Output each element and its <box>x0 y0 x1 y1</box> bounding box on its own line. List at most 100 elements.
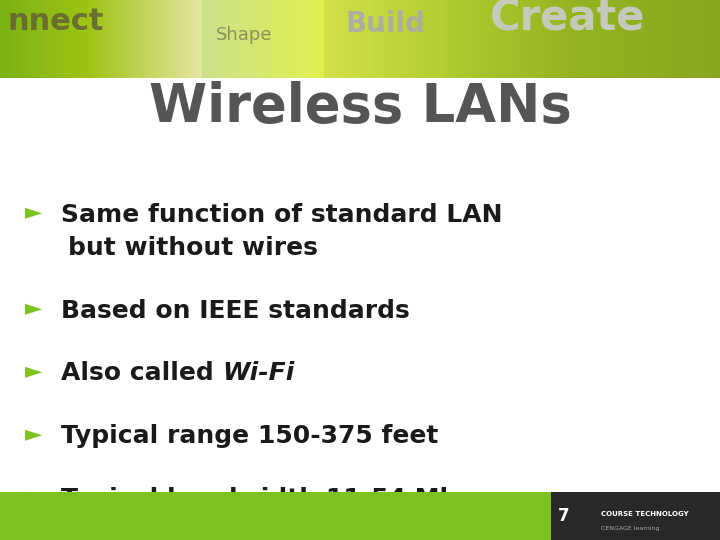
Bar <box>29 0 32 78</box>
Bar <box>513 0 517 78</box>
Bar <box>310 0 312 78</box>
Bar <box>538 0 541 78</box>
Bar <box>607 0 611 78</box>
Bar <box>31 0 35 78</box>
Bar <box>230 0 233 78</box>
Bar <box>266 0 269 78</box>
Bar <box>151 0 154 78</box>
Bar <box>492 0 495 78</box>
Bar <box>175 0 179 78</box>
Bar <box>657 0 661 78</box>
Bar <box>125 0 128 78</box>
Bar <box>679 0 683 78</box>
Bar <box>660 0 663 78</box>
Bar <box>427 0 431 78</box>
Bar <box>701 0 704 78</box>
Bar <box>552 0 555 78</box>
Bar <box>341 0 344 78</box>
Bar <box>99 0 102 78</box>
Bar <box>324 0 327 78</box>
Bar <box>2 0 6 78</box>
Bar <box>706 0 708 78</box>
Bar <box>509 0 512 78</box>
Bar <box>631 0 634 78</box>
Bar <box>446 0 449 78</box>
Bar <box>7 0 10 78</box>
Bar <box>27 0 30 78</box>
Bar <box>312 0 315 78</box>
Bar <box>559 0 562 78</box>
Bar <box>96 0 99 78</box>
Bar <box>326 0 330 78</box>
Bar <box>653 0 656 78</box>
Bar <box>677 0 680 78</box>
Bar <box>377 0 380 78</box>
Bar <box>425 0 428 78</box>
Bar <box>636 0 639 78</box>
Bar <box>254 0 258 78</box>
Bar <box>261 0 265 78</box>
Bar <box>655 0 658 78</box>
Bar <box>466 0 469 78</box>
Bar <box>693 0 697 78</box>
Bar <box>271 0 274 78</box>
Bar <box>554 0 557 78</box>
Bar <box>434 0 438 78</box>
Bar <box>547 0 550 78</box>
Bar <box>67 0 71 78</box>
Bar <box>571 0 575 78</box>
Text: CENGAGE learning: CENGAGE learning <box>601 525 660 531</box>
Bar <box>629 0 632 78</box>
Bar <box>329 0 332 78</box>
Bar <box>24 0 27 78</box>
Bar <box>449 0 452 78</box>
Bar <box>564 0 567 78</box>
Bar <box>648 0 651 78</box>
Bar <box>643 0 647 78</box>
Bar <box>221 0 224 78</box>
Bar <box>336 0 339 78</box>
Bar <box>86 0 89 78</box>
Bar <box>689 0 692 78</box>
Bar <box>605 0 608 78</box>
Bar <box>9 0 13 78</box>
Bar <box>610 0 613 78</box>
Bar <box>639 0 642 78</box>
Bar <box>0 0 3 78</box>
Bar <box>369 0 373 78</box>
Bar <box>495 0 498 78</box>
Bar <box>473 0 476 78</box>
Bar <box>374 0 377 78</box>
Bar <box>238 0 240 78</box>
Bar <box>588 0 591 78</box>
Bar <box>401 0 404 78</box>
Bar <box>14 0 17 78</box>
Text: nnect: nnect <box>7 7 104 36</box>
Bar <box>641 0 644 78</box>
Bar <box>480 0 483 78</box>
Bar <box>667 0 670 78</box>
Bar <box>418 0 420 78</box>
Bar <box>662 0 665 78</box>
Bar <box>84 0 87 78</box>
Bar <box>279 0 282 78</box>
Bar <box>362 0 366 78</box>
Bar <box>670 0 672 78</box>
Bar <box>502 0 505 78</box>
Bar <box>139 0 143 78</box>
Bar <box>459 0 462 78</box>
Bar <box>682 0 685 78</box>
Bar <box>110 0 114 78</box>
Bar <box>482 0 485 78</box>
Bar <box>441 0 445 78</box>
Bar <box>36 0 39 78</box>
Bar <box>41 0 44 78</box>
Bar <box>132 0 135 78</box>
Bar <box>58 0 60 78</box>
Bar <box>358 0 361 78</box>
Bar <box>557 0 560 78</box>
Bar <box>91 0 94 78</box>
Bar <box>276 0 279 78</box>
Bar <box>583 0 586 78</box>
Bar <box>12 0 15 78</box>
